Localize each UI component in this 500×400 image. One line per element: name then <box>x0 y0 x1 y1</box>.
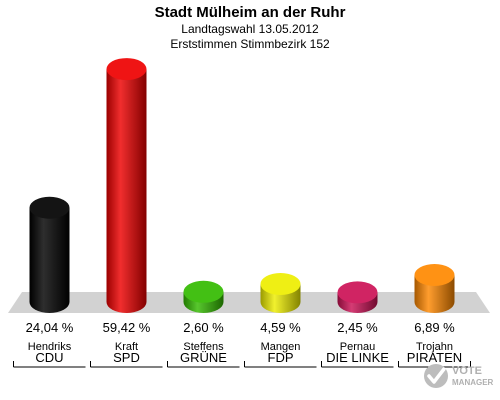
candidate-label: Mangen <box>261 341 301 353</box>
bar-spd <box>106 69 147 313</box>
value-label: 59,42 % <box>103 320 151 335</box>
candidate-label: Hendriks <box>28 341 72 353</box>
vote-manager-logo: VOTE MANAGER <box>424 364 494 388</box>
value-label: 24,04 % <box>26 320 74 335</box>
svg-text:MANAGER: MANAGER <box>452 378 494 387</box>
party-label: CDU <box>35 350 63 365</box>
value-label: 6,89 % <box>414 320 455 335</box>
candidate-label: Trojahn <box>416 341 453 353</box>
value-label: 4,59 % <box>260 320 301 335</box>
candidate-label: Pernau <box>340 341 375 353</box>
bar-cdu <box>29 207 70 313</box>
bar-cap-piraten <box>414 263 455 286</box>
party-label: GRÜNE <box>180 350 227 365</box>
bar-cap-grüne <box>183 280 224 303</box>
bars-group <box>29 58 455 313</box>
value-label: 2,45 % <box>337 320 378 335</box>
candidate-label: Kraft <box>115 341 138 353</box>
value-label: 2,60 % <box>183 320 224 335</box>
party-label: FDP <box>268 350 294 365</box>
chart-subtitle-election: Landtagswahl 13.05.2012 <box>181 22 319 36</box>
bar-cap-cdu <box>29 196 70 219</box>
chart-subtitle-district: Erststimmen Stimmbezirk 152 <box>170 37 330 51</box>
party-label: SPD <box>113 350 140 365</box>
bar-cap-fdp <box>260 273 301 296</box>
party-label: PIRATEN <box>407 350 462 365</box>
bar-cap-spd <box>106 58 147 81</box>
party-label: DIE LINKE <box>326 350 389 365</box>
chart-title: Stadt Mülheim an der Ruhr <box>154 4 346 21</box>
svg-text:VOTE: VOTE <box>452 365 482 377</box>
checkmark-icon <box>424 364 448 388</box>
bar-cap-die-linke <box>337 281 378 304</box>
candidate-label: Steffens <box>183 341 224 353</box>
